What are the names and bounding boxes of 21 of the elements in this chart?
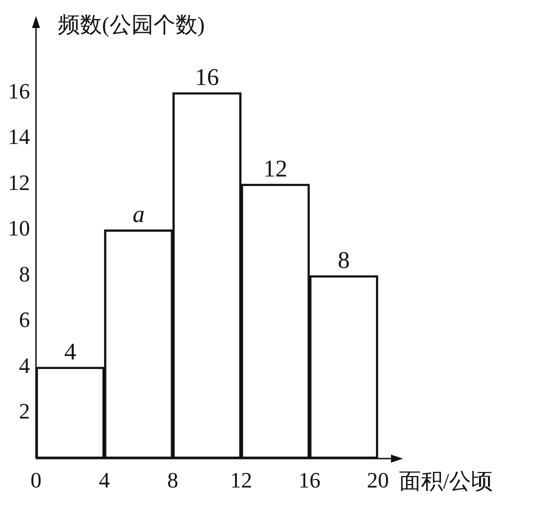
y-tick-label: 14 (8, 124, 30, 150)
x-tick-label: 20 (366, 468, 389, 493)
data-label: 4 (64, 339, 76, 366)
x-axis-title: 面积/公顷 (399, 468, 494, 494)
data-label: 12 (263, 156, 288, 182)
x-tick-label: 4 (98, 468, 110, 493)
data-label: a (132, 202, 145, 228)
data-label: 8 (338, 248, 350, 274)
y-tick-label: 6 (19, 307, 30, 332)
y-tick-label: 12 (8, 170, 30, 195)
y-tick-label: 4 (19, 352, 30, 378)
x-tick-label: 16 (298, 468, 321, 493)
y-tick-label: 16 (8, 78, 30, 104)
data-label: 16 (194, 64, 219, 91)
y-tick-label: 8 (19, 261, 30, 286)
x-tick-label: 8 (167, 468, 178, 493)
y-tick-label: 2 (19, 398, 30, 424)
x-tick-label: 0 (30, 468, 42, 493)
x-tick-label: 12 (230, 468, 252, 493)
y-tick-label: 10 (8, 216, 30, 241)
y-axis-title: 频数(公园个数) (58, 12, 205, 37)
